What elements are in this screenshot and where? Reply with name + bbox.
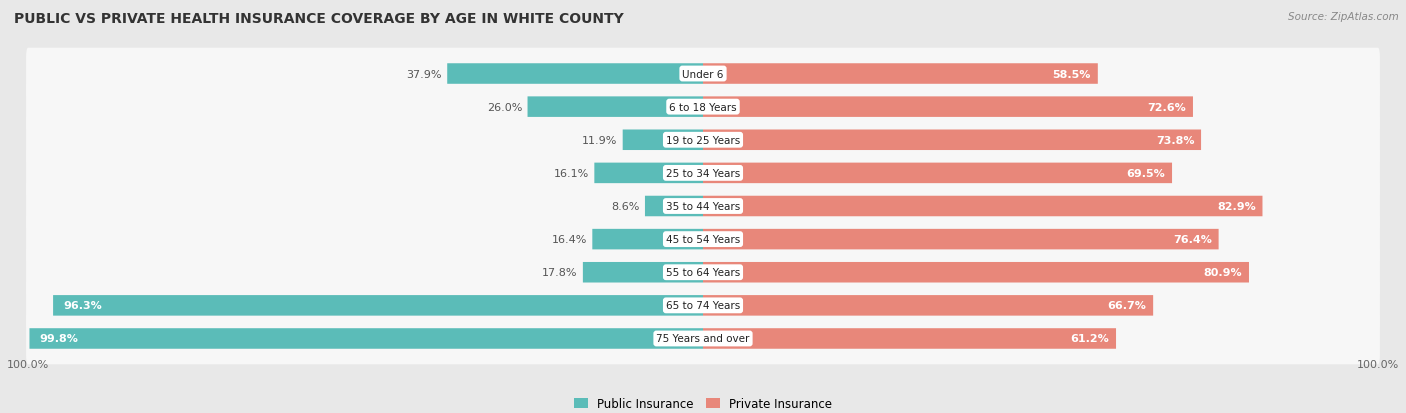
FancyBboxPatch shape — [595, 163, 703, 184]
FancyBboxPatch shape — [30, 328, 703, 349]
FancyBboxPatch shape — [703, 196, 1263, 217]
Text: 61.2%: 61.2% — [1070, 334, 1109, 344]
FancyBboxPatch shape — [645, 196, 703, 217]
Text: 17.8%: 17.8% — [541, 268, 578, 278]
Text: 16.1%: 16.1% — [554, 169, 589, 178]
FancyBboxPatch shape — [703, 262, 1249, 283]
Text: 35 to 44 Years: 35 to 44 Years — [666, 202, 740, 211]
FancyBboxPatch shape — [27, 115, 1379, 166]
Text: 99.8%: 99.8% — [39, 334, 79, 344]
Text: 16.4%: 16.4% — [551, 235, 586, 244]
FancyBboxPatch shape — [27, 82, 1379, 133]
Text: 6 to 18 Years: 6 to 18 Years — [669, 102, 737, 112]
Text: 25 to 34 Years: 25 to 34 Years — [666, 169, 740, 178]
Text: 69.5%: 69.5% — [1126, 169, 1166, 178]
FancyBboxPatch shape — [53, 295, 703, 316]
FancyBboxPatch shape — [703, 163, 1173, 184]
Text: PUBLIC VS PRIVATE HEALTH INSURANCE COVERAGE BY AGE IN WHITE COUNTY: PUBLIC VS PRIVATE HEALTH INSURANCE COVER… — [14, 12, 624, 26]
FancyBboxPatch shape — [27, 280, 1379, 331]
Legend: Public Insurance, Private Insurance: Public Insurance, Private Insurance — [569, 392, 837, 413]
FancyBboxPatch shape — [27, 181, 1379, 232]
Text: 65 to 74 Years: 65 to 74 Years — [666, 301, 740, 311]
FancyBboxPatch shape — [703, 97, 1192, 118]
FancyBboxPatch shape — [703, 229, 1219, 250]
Text: 96.3%: 96.3% — [63, 301, 103, 311]
Text: 80.9%: 80.9% — [1204, 268, 1243, 278]
FancyBboxPatch shape — [27, 148, 1379, 199]
Text: 55 to 64 Years: 55 to 64 Years — [666, 268, 740, 278]
Text: 76.4%: 76.4% — [1173, 235, 1212, 244]
Text: 26.0%: 26.0% — [486, 102, 522, 112]
Text: 11.9%: 11.9% — [582, 135, 617, 145]
FancyBboxPatch shape — [703, 328, 1116, 349]
FancyBboxPatch shape — [703, 295, 1153, 316]
Text: 75 Years and over: 75 Years and over — [657, 334, 749, 344]
FancyBboxPatch shape — [27, 214, 1379, 265]
FancyBboxPatch shape — [583, 262, 703, 283]
Text: 72.6%: 72.6% — [1147, 102, 1187, 112]
FancyBboxPatch shape — [703, 64, 1098, 85]
Text: 8.6%: 8.6% — [612, 202, 640, 211]
FancyBboxPatch shape — [527, 97, 703, 118]
Text: 19 to 25 Years: 19 to 25 Years — [666, 135, 740, 145]
FancyBboxPatch shape — [27, 49, 1379, 100]
FancyBboxPatch shape — [592, 229, 703, 250]
FancyBboxPatch shape — [27, 313, 1379, 364]
Text: 82.9%: 82.9% — [1218, 202, 1256, 211]
Text: 58.5%: 58.5% — [1053, 69, 1091, 79]
FancyBboxPatch shape — [27, 247, 1379, 298]
Text: 73.8%: 73.8% — [1156, 135, 1194, 145]
Text: Source: ZipAtlas.com: Source: ZipAtlas.com — [1288, 12, 1399, 22]
Text: 37.9%: 37.9% — [406, 69, 441, 79]
FancyBboxPatch shape — [447, 64, 703, 85]
Text: 66.7%: 66.7% — [1108, 301, 1146, 311]
Text: 45 to 54 Years: 45 to 54 Years — [666, 235, 740, 244]
FancyBboxPatch shape — [623, 130, 703, 151]
FancyBboxPatch shape — [703, 130, 1201, 151]
Text: Under 6: Under 6 — [682, 69, 724, 79]
